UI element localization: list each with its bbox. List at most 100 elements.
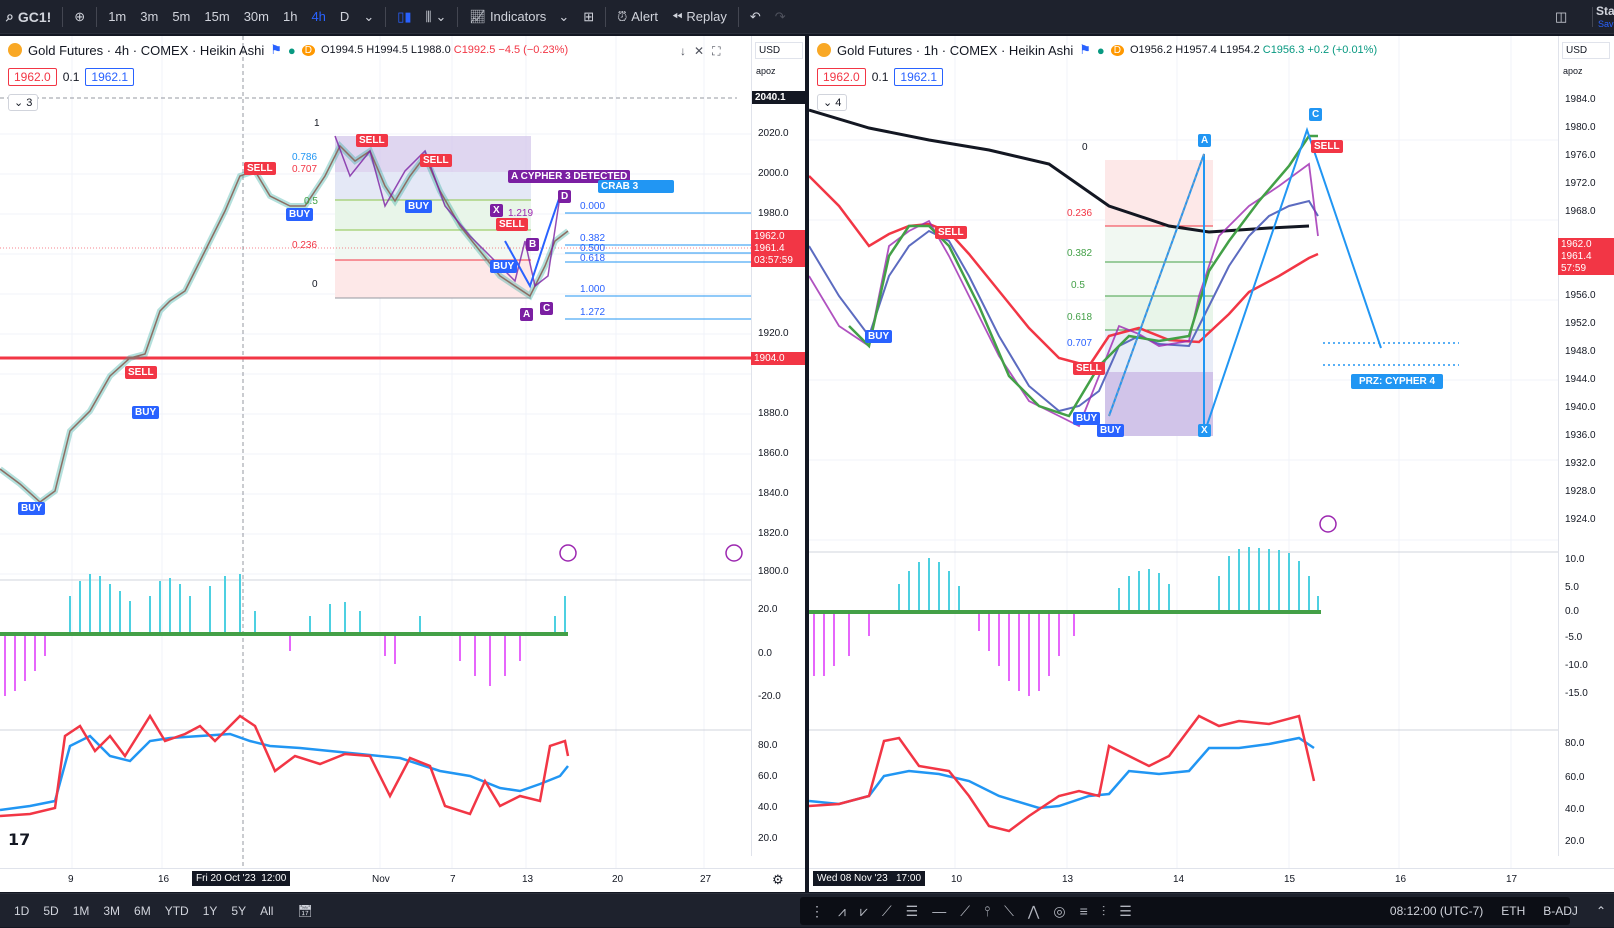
layout-toggle-button[interactable]: ◫ <box>1548 0 1574 34</box>
interval-15m[interactable]: 15m <box>204 9 230 24</box>
symbol-label: GC1! <box>17 8 52 25</box>
chart-type-button[interactable]: ⫼ ⌄ <box>419 0 454 34</box>
bar-style-button[interactable]: ▯▮ <box>390 0 418 34</box>
unit-select[interactable]: apoz <box>1563 66 1583 76</box>
abcd-pattern-icon[interactable]: ⩘ <box>838 902 846 919</box>
xabcd-pattern-icon[interactable]: ⩗ <box>859 902 868 919</box>
rsi-tick: 60.0 <box>1565 772 1585 783</box>
price-tick: 1924.0 <box>1565 514 1596 525</box>
chevron-down-icon: ⌄ <box>435 8 447 24</box>
interval-dropdown[interactable]: ⌄ <box>356 0 381 34</box>
collapse-indicators-button[interactable]: ⌄ 3 <box>8 94 39 111</box>
delayed-badge: D <box>301 44 315 56</box>
triangle-pattern-icon[interactable]: ⟋ <box>881 902 892 919</box>
price-scale[interactable]: USD apoz 2040.1 2020.0 2000.0 1980.0 192… <box>751 36 805 856</box>
collapse-indicators-button[interactable]: ⌄ 4 <box>817 94 848 111</box>
ray-icon[interactable]: ⟍ <box>1004 902 1014 919</box>
interval-4h[interactable]: 4h <box>311 9 326 24</box>
signal-buy-tag: BUY <box>490 260 518 273</box>
unit-select[interactable]: apoz <box>756 66 776 76</box>
pitchfork-icon[interactable]: ⫯ <box>984 902 991 919</box>
point-d-tag: D <box>558 190 572 203</box>
save-clip[interactable]: Sta <box>1596 4 1614 18</box>
signal-sell-tag: SELL <box>356 134 388 147</box>
expand-icon[interactable]: ⌃ <box>1595 904 1606 918</box>
indicators-button[interactable]: 📈︎ Indicators ⌄ <box>462 0 576 34</box>
quote-row: 1962.0 0.1 1962.1 <box>8 68 135 86</box>
range-5d[interactable]: 5D <box>43 904 59 918</box>
alert-button[interactable]: ⏰︎ Alert <box>610 0 665 34</box>
fib-channel-icon[interactable]: ≡ <box>1079 903 1088 919</box>
range-1m[interactable]: 1M <box>72 904 90 918</box>
interval-3m[interactable]: 3m <box>140 9 159 24</box>
ask-button[interactable]: 1962.1 <box>894 68 944 86</box>
bid-button[interactable]: 1962.0 <box>8 68 57 86</box>
chart-title[interactable]: Gold Futures · 1h · COMEX · Heikin Ashi <box>837 42 1074 58</box>
ask-button[interactable]: 1962.1 <box>85 68 135 86</box>
point-x-tag: X <box>1198 424 1211 437</box>
close-icon[interactable]: ✕ <box>694 44 705 58</box>
trend-line-icon[interactable]: ⟋ <box>960 902 970 919</box>
crosshair-price-label: 2040.1 <box>752 91 805 104</box>
session-toggle[interactable]: ETH <box>1501 904 1526 918</box>
price-tick: 1800.0 <box>758 566 789 577</box>
undo-button[interactable]: ↶ <box>743 0 768 34</box>
menu-icon[interactable]: ☰ <box>1119 902 1132 919</box>
maximize-icon[interactable]: ⛶ <box>712 44 721 58</box>
goto-date-icon[interactable]: 📅︎ <box>297 904 313 918</box>
adjustment-toggle[interactable]: B-ADJ <box>1543 904 1578 918</box>
range-5y[interactable]: 5Y <box>231 904 247 918</box>
price-tick: 1948.0 <box>1565 346 1596 357</box>
horizontal-line-icon[interactable]: — <box>932 903 947 919</box>
range-all[interactable]: All <box>260 904 274 918</box>
price-scale[interactable]: USD apoz 1984.0 1980.0 1976.0 1972.0 196… <box>1558 36 1614 856</box>
left-chart-canvas[interactable] <box>0 36 807 892</box>
fib-circle-icon[interactable]: ◎ <box>1053 902 1066 919</box>
add-symbol-button[interactable]: ⊕ <box>67 0 92 34</box>
fib-level-05: 0.5 <box>304 196 318 207</box>
fib-timezone-icon[interactable]: ⫶ <box>1101 902 1106 919</box>
head-shoulders-icon[interactable]: ⋀ <box>1027 902 1040 919</box>
right-chart-canvas[interactable] <box>809 36 1614 892</box>
range-3m[interactable]: 3M <box>103 904 121 918</box>
osc-tick: -15.0 <box>1565 688 1588 699</box>
range-1y[interactable]: 1Y <box>202 904 218 918</box>
drag-handle-icon[interactable]: ⋮ <box>810 902 824 919</box>
time-tick: 27 <box>700 874 712 885</box>
settings-gear-icon[interactable]: ⚙ <box>772 872 784 887</box>
interval-30m[interactable]: 30m <box>243 9 269 24</box>
redo-button[interactable]: ↷ <box>768 0 793 34</box>
ohlc-values: O1994.5 H1994.5 L1988.0 C1992.5 −4.5 (−0… <box>321 44 569 56</box>
flag-icon: ⚑ <box>1079 42 1091 57</box>
bid-button[interactable]: 1962.0 <box>817 68 866 86</box>
range-ytd[interactable]: YTD <box>164 904 189 918</box>
layouts-button[interactable]: ⊞ <box>576 0 601 34</box>
replay-button[interactable]: ⏪︎ Replay <box>665 0 734 34</box>
range-1d[interactable]: 1D <box>14 904 30 918</box>
download-icon[interactable]: ↓ <box>680 44 686 58</box>
interval-1m[interactable]: 1m <box>108 9 127 24</box>
symbol-search[interactable]: ⌕ GC1! <box>0 0 58 34</box>
replay-label: Replay <box>686 9 727 24</box>
interval-d[interactable]: D <box>339 9 350 24</box>
chart-pane-left[interactable]: SELL SELL SELL SELL SELL BUY BUY BUY BUY… <box>0 36 807 892</box>
spread-label: 0.1 <box>62 70 80 84</box>
time-scale[interactable]: 9 16 Fri 20 Oct '23 12:00 Nov 7 13 20 27… <box>0 868 805 890</box>
spread-label: 0.1 <box>871 70 889 84</box>
price-tick: 1984.0 <box>1565 94 1596 105</box>
interval-1h[interactable]: 1h <box>282 9 298 24</box>
chart-legend: Gold Futures · 4h · COMEX · Heikin Ashi … <box>8 42 568 58</box>
interval-5m[interactable]: 5m <box>172 9 191 24</box>
clock-time[interactable]: 08:12:00 (UTC-7) <box>1389 904 1484 918</box>
currency-select[interactable]: USD <box>755 42 803 59</box>
range-6m[interactable]: 6M <box>134 904 151 918</box>
time-scale[interactable]: Wed 08 Nov '23 17:00 10 13 14 15 16 17 <box>809 868 1614 890</box>
currency-select[interactable]: USD <box>1562 42 1610 59</box>
chart-title[interactable]: Gold Futures · 4h · COMEX · Heikin Ashi <box>28 42 265 58</box>
countdown-label: 57:59 <box>1558 262 1614 275</box>
save-sub-clip: Sav <box>1598 19 1614 29</box>
indicators-label: Indicators <box>489 9 547 24</box>
fib-retracement-icon[interactable]: ☰ <box>905 902 919 919</box>
chart-pane-right[interactable]: SELL SELL SELL BUY BUY BUY A X C PRZ: CY… <box>809 36 1614 892</box>
date-range-buttons: 1D 5D 1M 3M 6M YTD 1Y 5Y All 📅︎ <box>8 894 319 928</box>
